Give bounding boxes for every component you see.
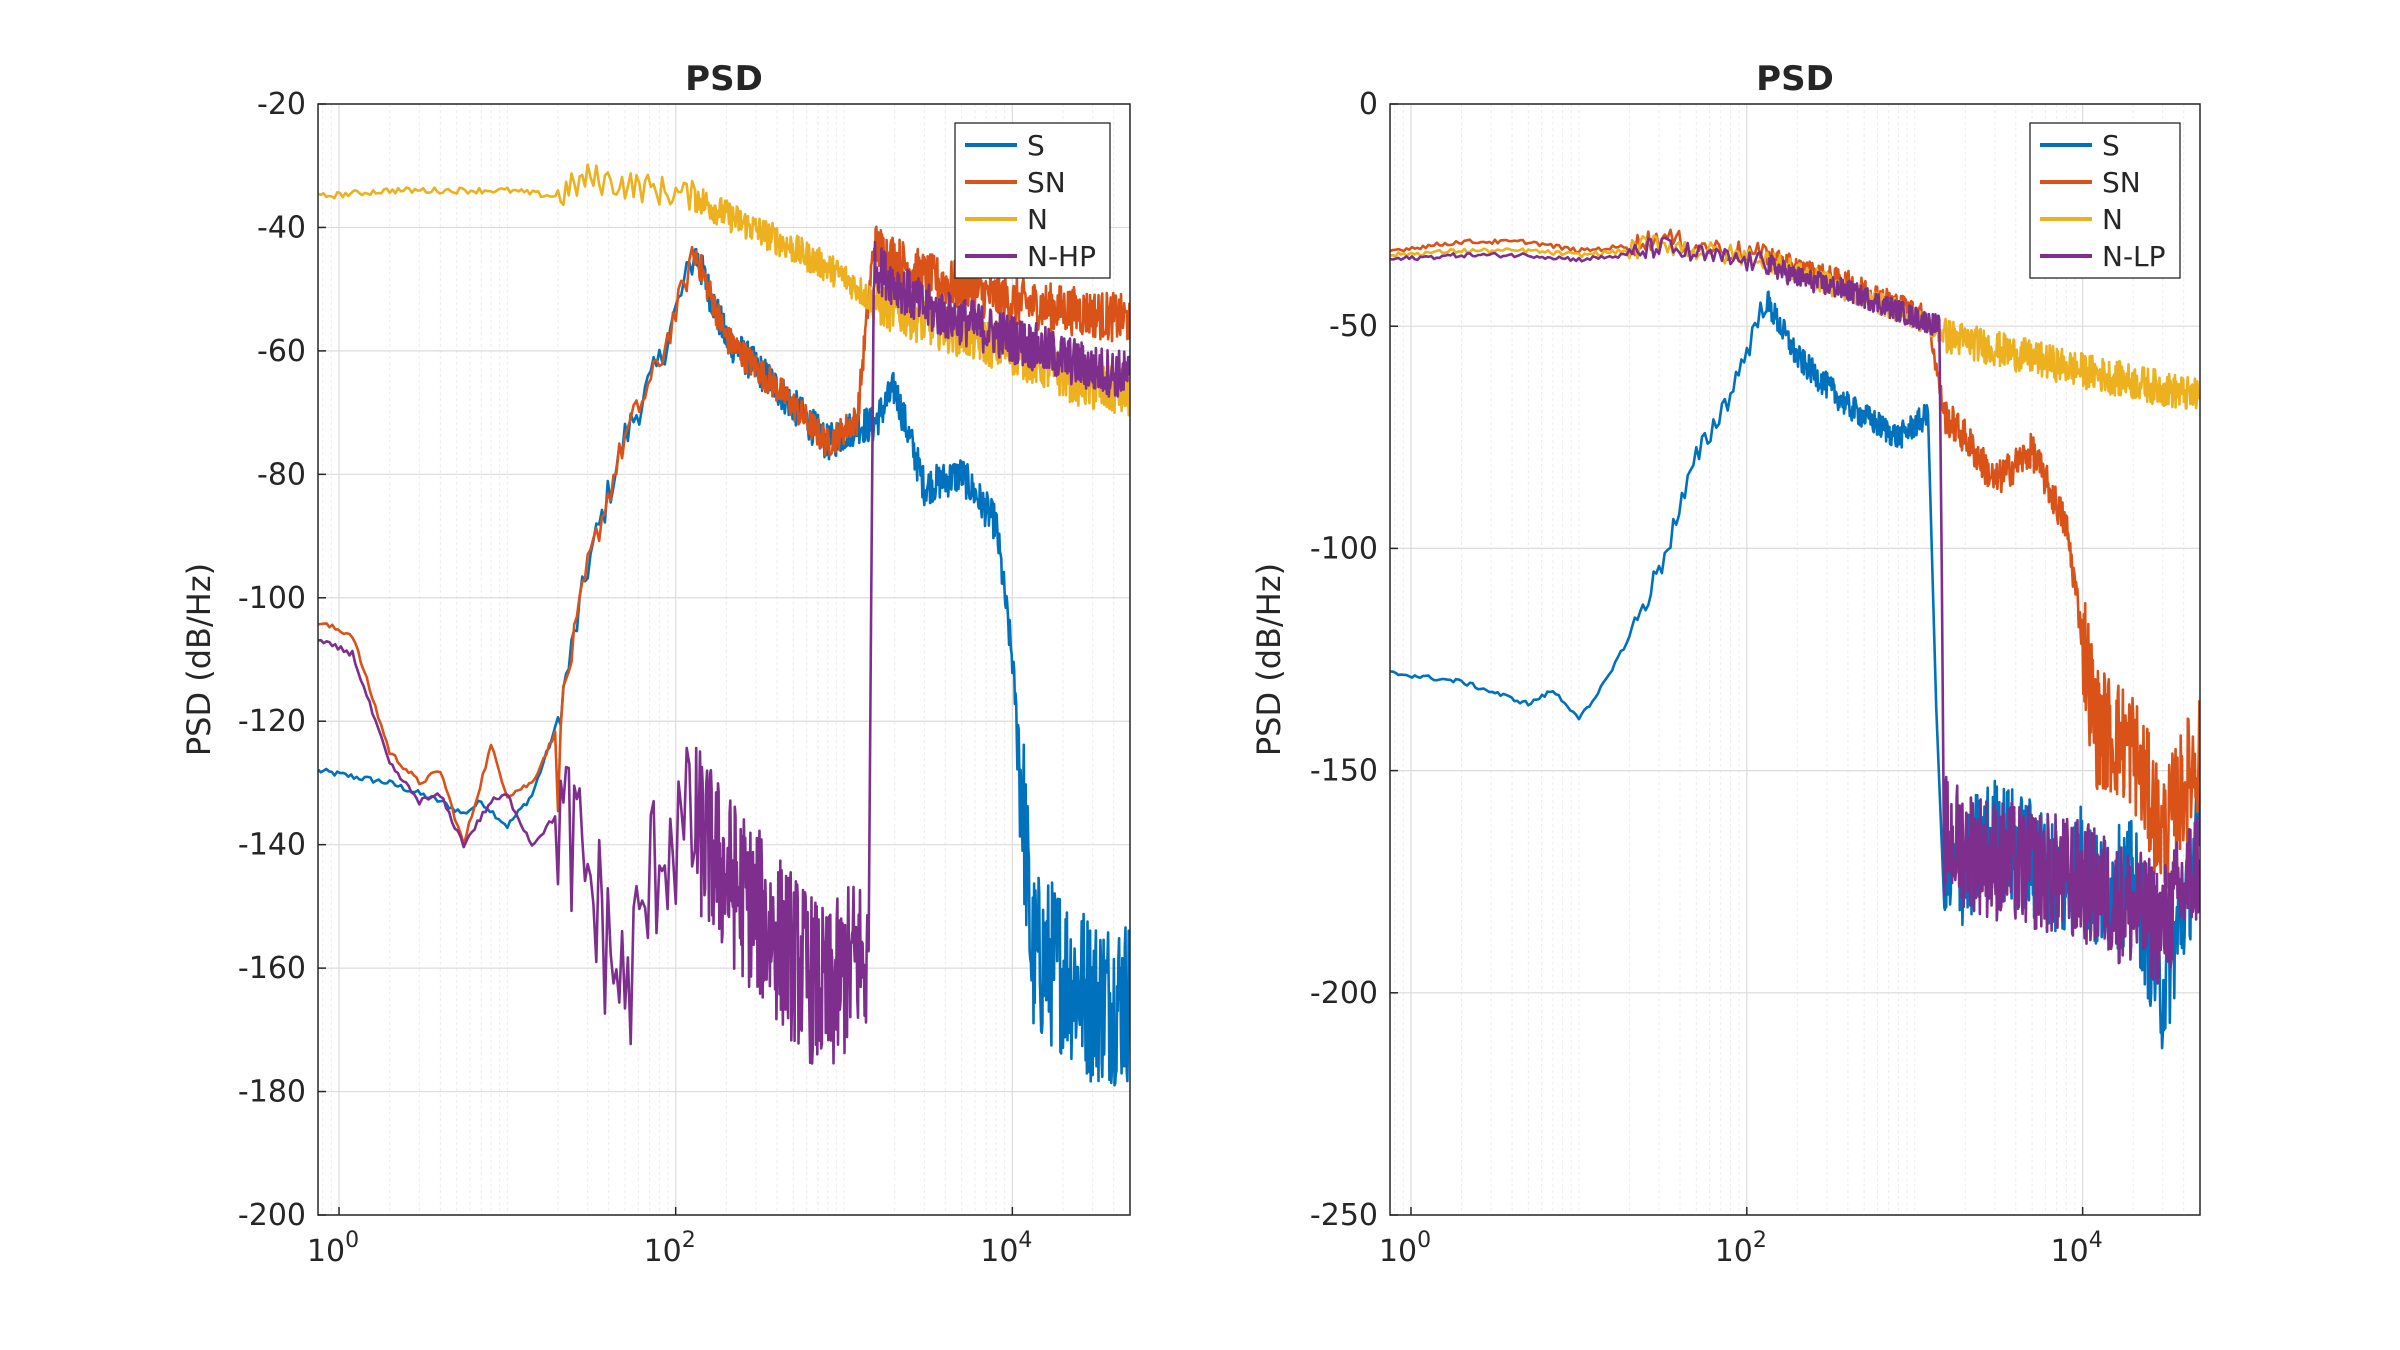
y-axis-label: PSD (dB/Hz) — [1250, 563, 1288, 756]
y-tick-label: -250 — [1310, 1198, 1378, 1233]
x-tick-base: 10 — [980, 1234, 1018, 1269]
x-tick-exponent: 4 — [2089, 1228, 2103, 1253]
x-tick-exponent: 2 — [1753, 1228, 1767, 1253]
y-tick-label: -100 — [238, 581, 306, 616]
x-tick-label: 100 — [307, 1228, 359, 1269]
legend-label: N-LP — [2102, 240, 2166, 273]
legend-label: N-HP — [1027, 240, 1096, 273]
x-tick-exponent: 0 — [1417, 1228, 1431, 1253]
x-tick-base: 10 — [2051, 1234, 2089, 1269]
legend-label: N — [2102, 203, 2123, 236]
y-tick-label: -80 — [257, 457, 306, 492]
x-tick-label: 104 — [980, 1228, 1032, 1269]
series-line-n-hp — [318, 240, 1130, 1065]
y-tick-label: -120 — [238, 704, 306, 739]
legend-label: SN — [2102, 166, 2141, 199]
chart-title: PSD — [1756, 59, 1834, 99]
y-tick-label: -200 — [238, 1198, 306, 1233]
x-tick-label: 102 — [644, 1228, 696, 1269]
x-tick-base: 10 — [1715, 1234, 1753, 1269]
y-tick-label: -60 — [257, 334, 306, 369]
legend-label: S — [2102, 129, 2120, 162]
y-tick-label: -160 — [238, 951, 306, 986]
y-tick-label: -20 — [257, 87, 306, 122]
axes-box — [317, 103, 1131, 1216]
chart-title: PSD — [685, 59, 763, 99]
x-tick-base: 10 — [644, 1234, 682, 1269]
legend-box — [954, 122, 1111, 279]
x-tick-exponent: 2 — [682, 1228, 696, 1253]
y-tick-label: -180 — [238, 1075, 306, 1110]
x-tick-label: 104 — [2051, 1228, 2103, 1269]
y-axis-label: PSD (dB/Hz) — [180, 563, 218, 756]
y-tick-label: 0 — [1359, 87, 1378, 122]
legend-label: SN — [1027, 166, 1066, 199]
axes-box — [1389, 103, 2201, 1216]
y-tick-label: -40 — [257, 210, 306, 245]
legend-label: N — [1027, 203, 1048, 236]
y-tick-label: -150 — [1310, 754, 1378, 789]
legend-box — [2029, 122, 2181, 279]
x-tick-exponent: 0 — [345, 1228, 359, 1253]
legend-label: S — [1027, 129, 1045, 162]
y-tick-label: -140 — [238, 828, 306, 863]
y-tick-label: -100 — [1310, 531, 1378, 566]
y-tick-label: -200 — [1310, 976, 1378, 1011]
series-line-n-lp — [1390, 236, 2200, 985]
x-tick-label: 100 — [1379, 1228, 1431, 1269]
x-tick-base: 10 — [307, 1234, 345, 1269]
x-tick-exponent: 4 — [1018, 1228, 1032, 1253]
x-tick-base: 10 — [1379, 1234, 1417, 1269]
plot-area — [1390, 104, 2200, 1215]
x-tick-label: 102 — [1715, 1228, 1767, 1269]
y-tick-label: -50 — [1329, 309, 1378, 344]
